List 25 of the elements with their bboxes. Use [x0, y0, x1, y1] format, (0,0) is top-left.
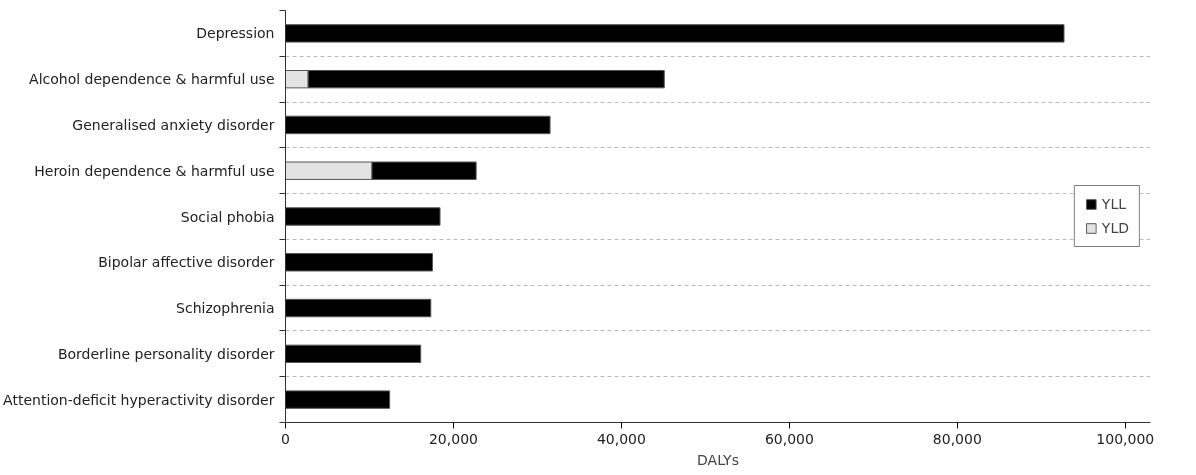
y-tick-label: Borderline personality disorder — [57, 345, 275, 362]
legend-label: YLD — [1101, 220, 1129, 236]
x-tick-label: 40,000 — [596, 430, 646, 447]
y-tick-label: Depression — [196, 25, 275, 42]
x-axis-title: DALYs — [697, 451, 739, 468]
x-tick-label: 60,000 — [764, 430, 814, 447]
y-tick-label: Alcohol dependence & harmful use — [29, 71, 275, 88]
bar — [285, 344, 422, 364]
x-tick-label: 100,000 — [1096, 430, 1155, 447]
bar — [285, 115, 551, 135]
y-tick-label: Bipolar affective disorder — [98, 254, 275, 271]
y-tick-label: Attention-deficit hyperactivity disorder — [3, 391, 275, 408]
x-tick-label: 0 — [281, 430, 290, 447]
legend-label: YLL — [1101, 196, 1127, 212]
x-tick-label: 80,000 — [932, 430, 982, 447]
y-tick-label: Heroin dependence & harmful use — [34, 162, 275, 179]
bar — [285, 207, 441, 226]
x-tick-label: 20,000 — [428, 430, 478, 447]
y-tick-label: Generalised anxiety disorder — [72, 116, 275, 133]
y-tick-label: Schizophrenia — [176, 300, 275, 317]
bar — [285, 253, 433, 272]
y-tick-label: Social phobia — [180, 208, 275, 225]
bar — [285, 390, 391, 409]
bar — [285, 298, 432, 318]
bar — [285, 24, 1065, 43]
